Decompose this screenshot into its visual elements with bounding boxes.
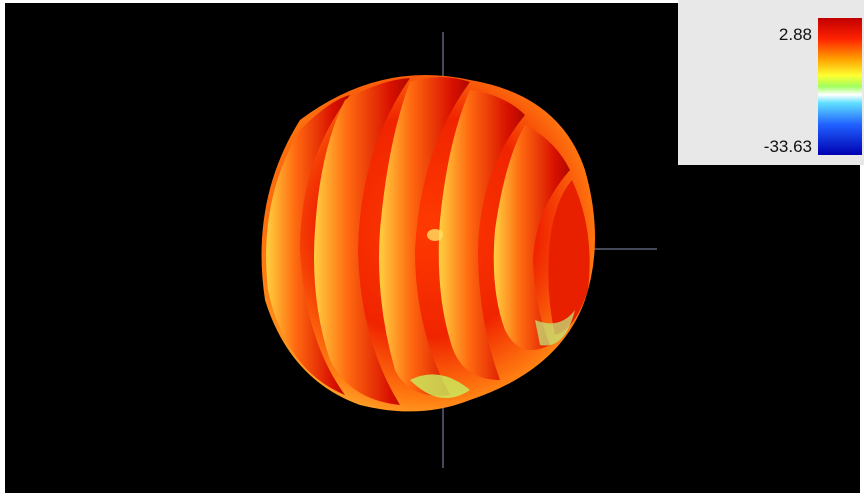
colorbar-min-label: -33.63 [764, 137, 812, 156]
colorbar-max-label: 2.88 [779, 25, 812, 44]
legend: 2.88 -33.63 [678, 0, 864, 165]
colorbar [818, 18, 862, 155]
radiation-pattern [261, 75, 595, 412]
